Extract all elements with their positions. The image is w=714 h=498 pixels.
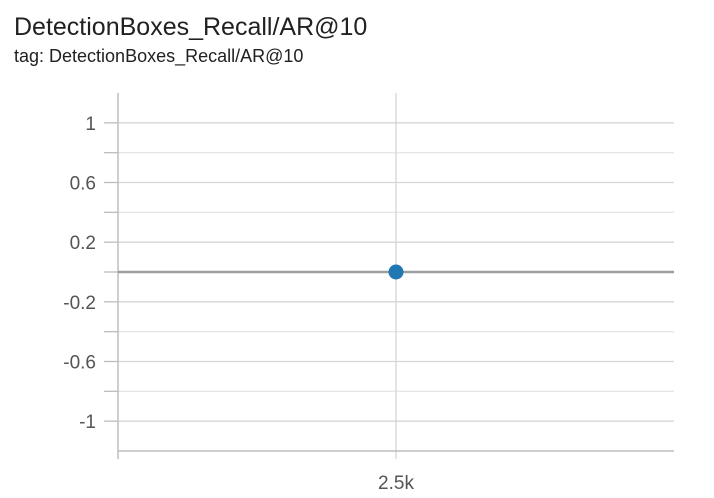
y-tick-label: -0.6	[63, 353, 96, 374]
y-tick-label: 0.6	[70, 174, 96, 195]
data-point[interactable]	[388, 264, 404, 280]
chart-tag: tag: DetectionBoxes_Recall/AR@10	[14, 46, 304, 66]
y-tick-label: 1	[85, 114, 96, 135]
axes	[104, 93, 674, 459]
x-tick-label: 2.5k	[378, 473, 414, 494]
y-tick-label: 0.2	[70, 233, 96, 254]
tick-labels: 2.5k 1 0.6 0.2 -0.2 -0.6 -1	[63, 114, 414, 494]
y-tick-label: -0.2	[63, 293, 96, 314]
y-tick-label: -1	[79, 412, 96, 433]
data-layer	[388, 264, 404, 280]
chart-title: DetectionBoxes_Recall/AR@10	[14, 13, 368, 41]
